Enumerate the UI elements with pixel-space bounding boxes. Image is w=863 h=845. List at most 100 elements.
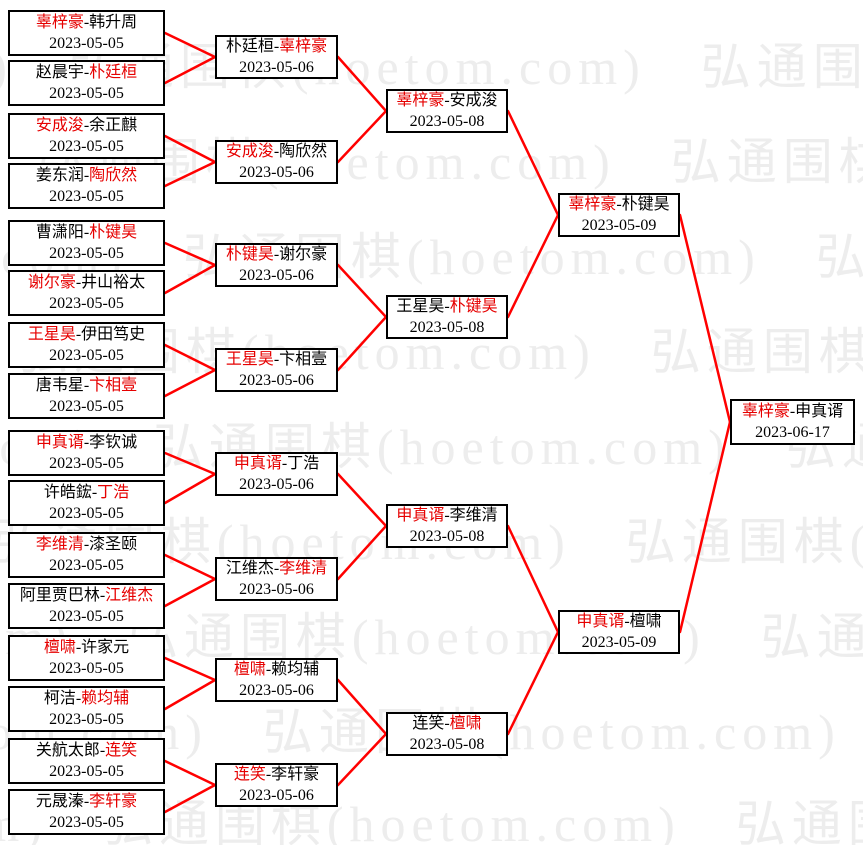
connector-line: [506, 213, 560, 319]
player-name: 王星昊: [27, 326, 76, 343]
player-name: 王星昊: [396, 298, 445, 315]
watermark-text: 弘通围棋(hoetom.com): [262, 704, 841, 760]
match-date: 2023-05-05: [49, 295, 124, 312]
player-name: 赖均辅: [271, 661, 320, 678]
match-players: 辜梓豪-韩升周: [36, 12, 137, 33]
name-separator: -: [281, 455, 288, 472]
player-name: 辜梓豪: [35, 14, 84, 31]
watermark-text: 弘通围棋(hoetom.com): [625, 514, 863, 570]
player-name: 朴键昊: [89, 224, 138, 241]
name-separator: -: [83, 224, 90, 241]
name-separator: -: [83, 793, 90, 810]
match-box: 辜梓豪-安成浚 2023-05-08: [386, 89, 508, 133]
match-box: 申真谞-丁浩 2023-05-06: [215, 452, 338, 496]
match-date: 2023-05-05: [49, 347, 124, 364]
watermark-text: 弘通围棋(hoetom.com): [735, 796, 863, 845]
name-separator: -: [83, 167, 90, 184]
connector-line: [163, 55, 217, 85]
player-name: 许皓鋐: [43, 484, 92, 501]
name-separator: -: [273, 143, 280, 160]
match-date: 2023-05-05: [49, 138, 124, 155]
match-box: 申真谞-李钦诚 2023-05-05: [8, 430, 165, 476]
name-separator: -: [83, 434, 90, 451]
player-name: 安成浚: [35, 117, 84, 134]
name-separator: -: [83, 14, 90, 31]
match-date: 2023-05-08: [409, 528, 485, 545]
match-players: 江维杰-李维清: [226, 558, 327, 579]
player-name: 朴键昊: [449, 298, 498, 315]
match-date: 2023-05-05: [49, 245, 124, 262]
match-box: 安成浚-余正麒 2023-05-05: [8, 113, 165, 159]
match-date: 2023-05-06: [239, 476, 314, 493]
connector-line: [336, 263, 388, 319]
match-date: 2023-05-05: [49, 660, 124, 677]
match-date: 2023-05-05: [49, 711, 124, 728]
match-players: 檀啸-许家元: [44, 637, 129, 658]
name-separator: -: [83, 377, 90, 394]
name-separator: -: [75, 639, 82, 656]
player-name: 关航太郎: [35, 742, 100, 759]
player-name: 余正麒: [89, 117, 138, 134]
match-box: 阿里贾巴林-江维杰 2023-05-05: [8, 583, 165, 629]
player-name: 元晟溱: [35, 793, 84, 810]
connector-line: [336, 524, 388, 581]
match-box: 关航太郎-连笑 2023-05-05: [8, 738, 165, 784]
name-separator: -: [273, 351, 280, 368]
player-name: 连笑: [233, 766, 266, 783]
match-date: 2023-05-06: [239, 59, 314, 76]
player-name: 檀啸: [233, 661, 266, 678]
watermark-text: 弘通围棋(hoetom.com): [0, 39, 13, 95]
connector-line: [678, 213, 732, 424]
player-name: 柯洁: [43, 690, 76, 707]
player-name: 辜梓豪: [741, 403, 790, 420]
match-box: 安成浚-陶欣然 2023-05-06: [215, 140, 338, 184]
match-players: 辜梓豪-申真谞: [742, 401, 843, 422]
player-name: 许家元: [81, 639, 130, 656]
match-date: 2023-05-08: [409, 113, 485, 130]
watermark-text: 弘通围棋(hoetom.com): [815, 229, 863, 285]
connector-line: [506, 109, 560, 217]
match-players: 姜东润-陶欣然: [36, 165, 137, 186]
match-box: 申真谞-李维清 2023-05-08: [386, 504, 508, 548]
player-name: 江维杰: [225, 560, 274, 577]
name-separator: -: [789, 403, 796, 420]
match-date: 2023-05-05: [49, 85, 124, 102]
match-date: 2023-05-06: [239, 164, 314, 181]
match-date: 2023-05-05: [49, 763, 124, 780]
match-box: 申真谞-檀啸 2023-05-09: [558, 610, 680, 654]
player-name: 连笑: [105, 742, 138, 759]
name-separator: -: [273, 38, 280, 55]
player-name: 安成浚: [449, 92, 498, 109]
match-players: 柯洁-赖均辅: [44, 688, 129, 709]
player-name: 申真谞: [35, 434, 84, 451]
player-name: 伊田笃史: [81, 326, 146, 343]
match-date: 2023-05-09: [581, 634, 657, 651]
player-name: 阿里贾巴林: [19, 587, 100, 604]
player-name: 姜东润: [35, 167, 84, 184]
match-players: 连笑-檀啸: [412, 713, 481, 734]
match-players: 连笑-李轩豪: [234, 764, 319, 785]
match-date: 2023-05-05: [49, 35, 124, 52]
connector-line: [163, 472, 217, 505]
match-players: 许皓鋐-丁浩: [44, 482, 129, 503]
player-name: 朴键昊: [225, 246, 274, 263]
name-separator: -: [91, 484, 98, 501]
player-name: 李维清: [449, 507, 498, 524]
player-name: 李维清: [279, 560, 328, 577]
name-separator: -: [273, 560, 280, 577]
connector-line: [163, 451, 217, 476]
player-name: 李轩豪: [271, 766, 320, 783]
match-players: 辜梓豪-朴键昊: [568, 194, 669, 215]
connector-line: [336, 732, 388, 787]
match-date: 2023-05-08: [409, 736, 485, 753]
match-box: 王星昊-朴键昊 2023-05-08: [386, 295, 508, 339]
match-players: 曹潇阳-朴键昊: [36, 222, 137, 243]
connector-line: [678, 420, 732, 634]
match-box: 王星昊-卞相壹 2023-05-06: [215, 348, 338, 392]
connector-line: [506, 524, 560, 634]
match-box: 曹潇阳-朴键昊 2023-05-05: [8, 220, 165, 266]
match-box: 赵晨宇-朴廷桓 2023-05-05: [8, 60, 165, 106]
name-separator: -: [265, 766, 272, 783]
player-name: 李维清: [35, 536, 84, 553]
player-name: 赖均辅: [81, 690, 130, 707]
